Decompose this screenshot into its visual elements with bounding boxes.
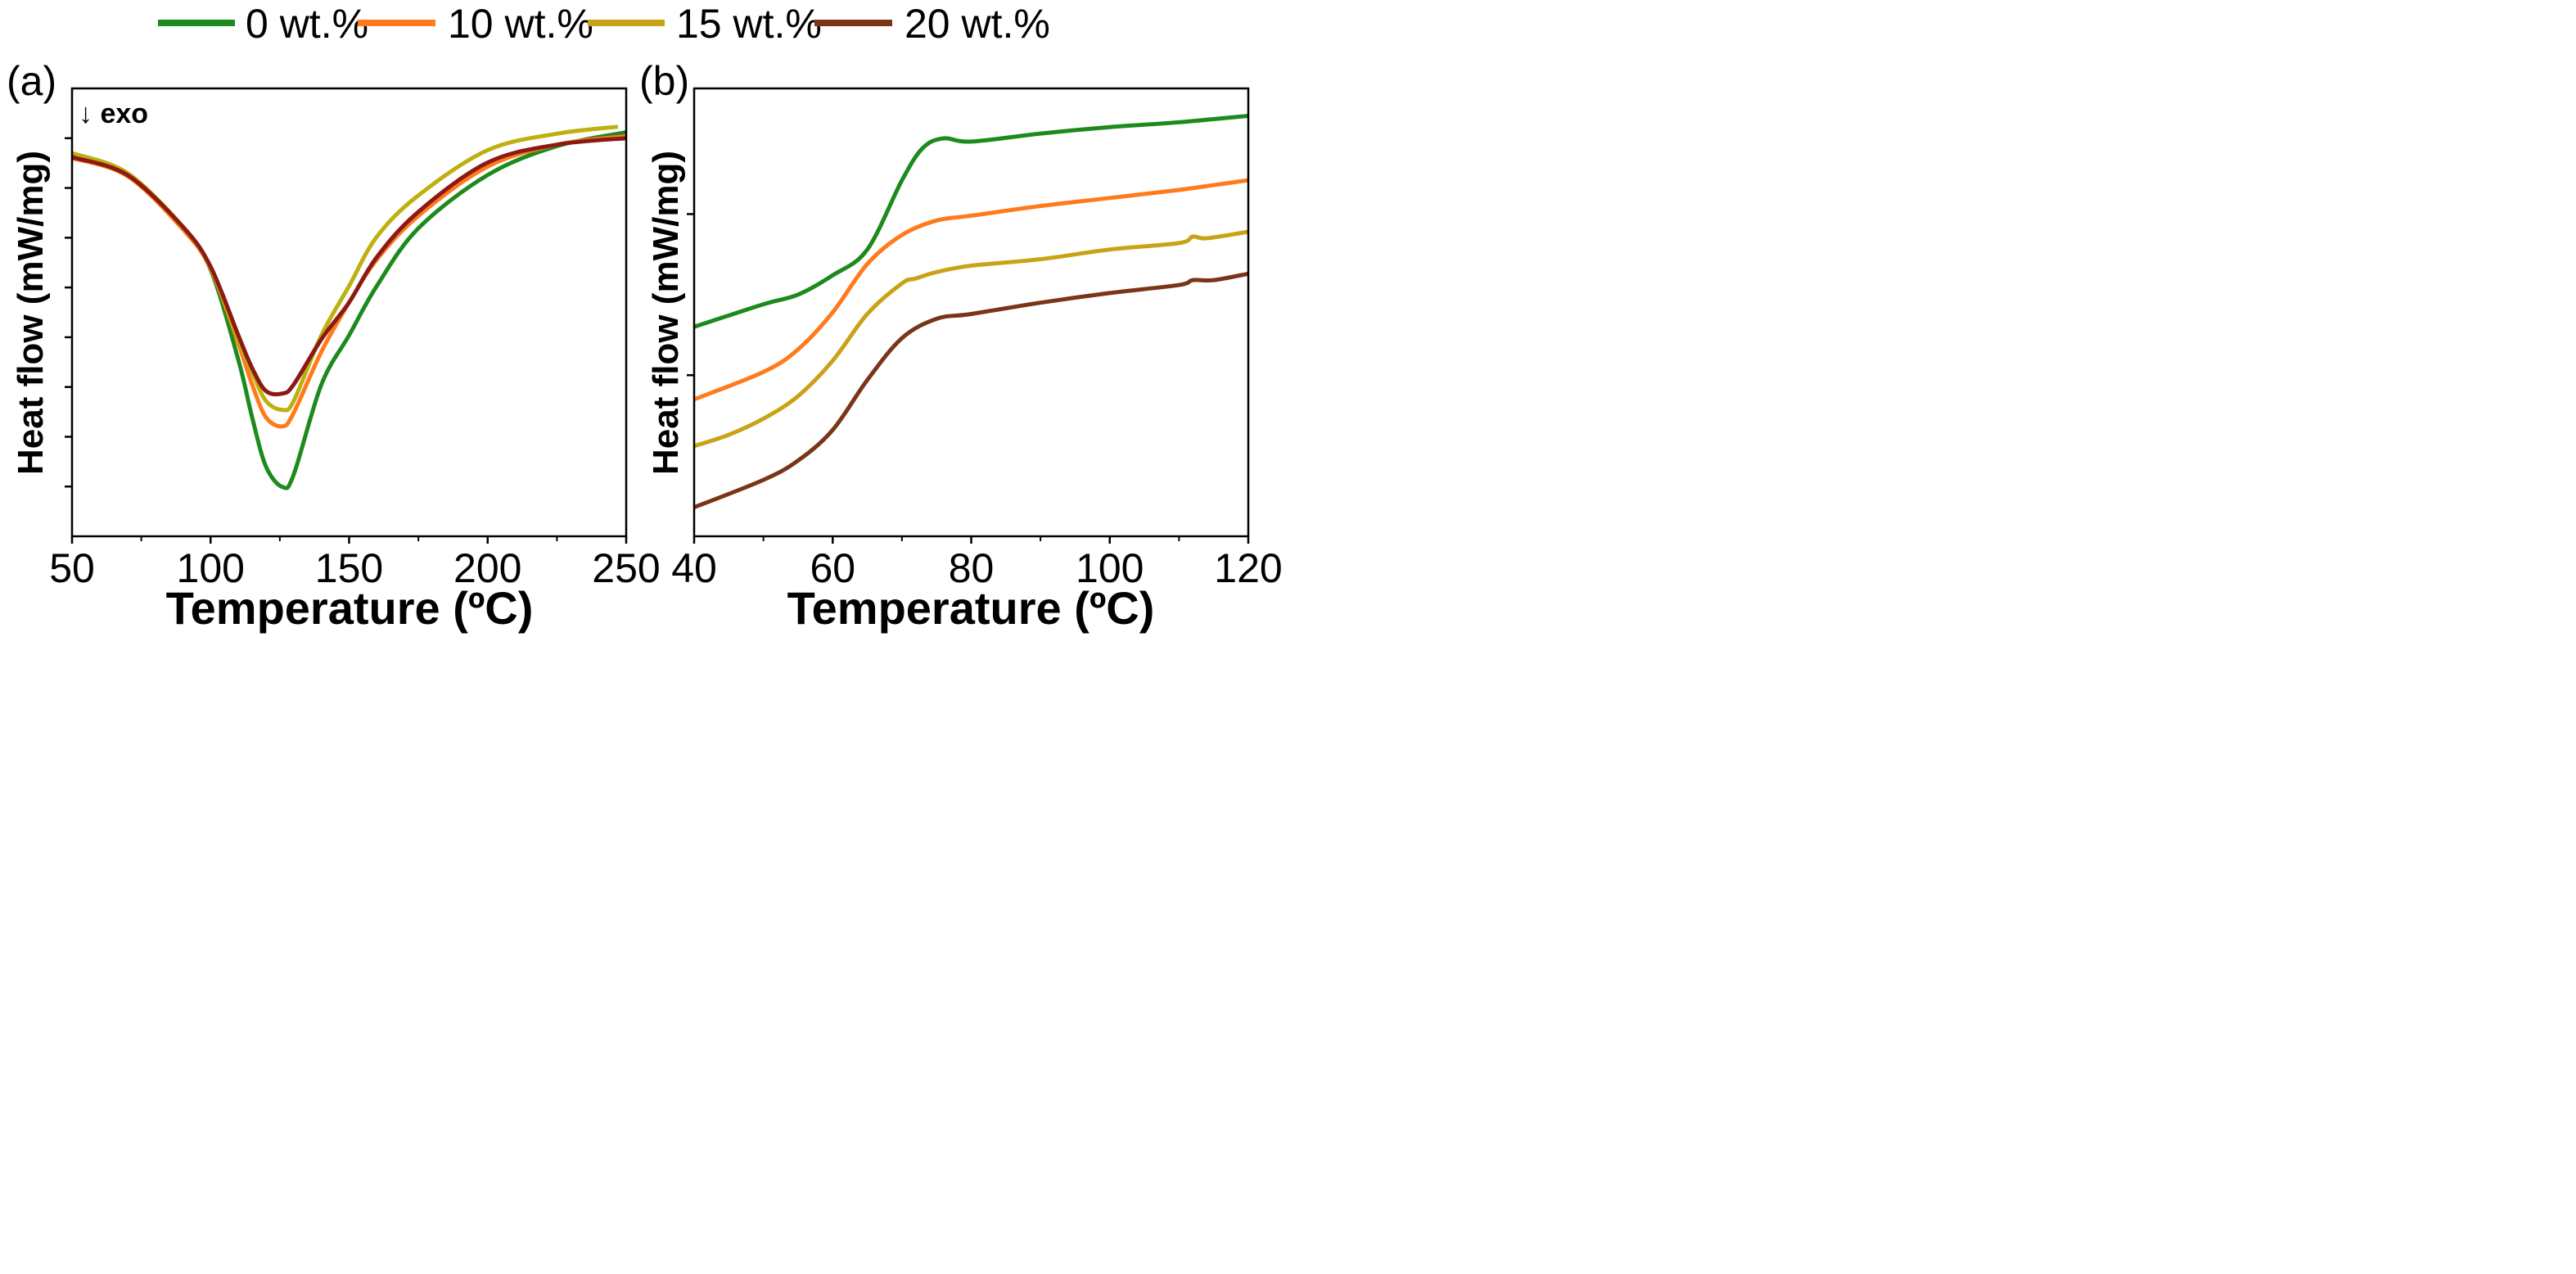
panel-a-series-line-2 <box>71 124 619 413</box>
legend-label-3: 20 wt.% <box>905 1 1050 47</box>
panel-b-x-tick-label: 80 <box>949 545 995 591</box>
panel-a-series-line-0 <box>71 130 627 490</box>
panel-b-y-axis-label: Heat flow (mW/mg) <box>646 151 686 475</box>
panel-a-frame <box>70 87 628 538</box>
panel-a-y-axis-label: Heat flow (mW/mg) <box>11 151 51 475</box>
legend-label-2: 15 wt.% <box>676 1 822 47</box>
panel-b-series-line-0 <box>693 113 1249 329</box>
panel-a-series-line-1 <box>71 133 627 429</box>
legend-label-1: 10 wt.% <box>448 1 593 47</box>
panel-b-x-tick-label: 120 <box>1214 545 1282 591</box>
panel-b-x-tick-label: 60 <box>810 545 855 591</box>
panel-a-x-tick-label: 50 <box>49 545 95 591</box>
panel-a-label: (a) <box>7 58 56 104</box>
panel-b-x-tick-label: 40 <box>671 545 717 591</box>
legend-label-0: 0 wt.% <box>246 1 368 47</box>
panel-b-label: (b) <box>639 58 689 104</box>
panel-b-x-axis-label: Temperature (ºC) <box>787 582 1155 634</box>
panel-a-x-tick-label: 100 <box>177 545 245 591</box>
panel-b-series-line-3 <box>693 271 1249 509</box>
exo-annotation: ↓ exo <box>79 98 148 129</box>
panel-b-series-line-1 <box>693 178 1249 402</box>
panel-a-plot: 50 100 150 200 250 <box>49 87 661 591</box>
panel-a-x-tick-label: 150 <box>315 545 383 591</box>
panel-a-series-line-3 <box>71 136 627 397</box>
panel-a-x-tick-label: 200 <box>453 545 521 591</box>
panel-b-plot: 40 60 80 100 120 <box>671 87 1283 591</box>
panel-b-series-line-2 <box>693 229 1249 449</box>
panel-b-x-tick-label: 100 <box>1076 545 1144 591</box>
panel-a-x-axis-label: Temperature (ºC) <box>166 582 534 634</box>
panel-a-x-tick-label: 250 <box>592 545 660 591</box>
legend: 0 wt.% 10 wt.% 15 wt.% 20 wt.% <box>158 1 1050 47</box>
